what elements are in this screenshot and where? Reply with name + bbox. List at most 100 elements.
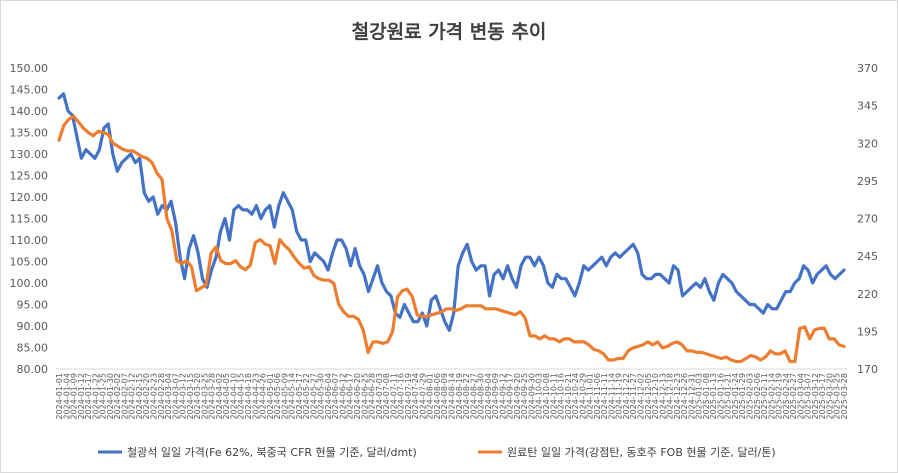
left-tick-label: 135.00 [10, 127, 49, 140]
right-tick-label: 220 [857, 288, 878, 301]
x-tick-label: 2025-01-08 [702, 373, 711, 420]
series-line-coking-coal [57, 114, 846, 364]
x-tick-label: 2024-02-28 [157, 373, 166, 420]
x-tick-label: 2024-08-22 [462, 373, 471, 420]
x-tick-label: 2024-07-29 [418, 373, 427, 420]
x-tick-label: 2024-01-12 [77, 373, 86, 420]
x-tick-label: 2024-03-20 [193, 373, 202, 420]
x-tick-label: 2024-06-12 [338, 373, 347, 420]
x-tick-label: 2024-12-10 [651, 373, 660, 420]
x-tick-label: 2024-12-18 [666, 373, 675, 420]
x-tick-label: 2024-01-09 [70, 373, 79, 420]
x-tick-label: 2024-08-06 [433, 373, 442, 420]
x-tick-label: 2024-10-16 [557, 373, 566, 420]
x-tick-label: 2024-12-02 [636, 373, 645, 420]
x-tick-label: 2025-03-04 [796, 373, 805, 420]
x-tick-label: 2024-11-19 [615, 373, 624, 420]
right-tick-label: 195 [857, 325, 878, 338]
chart-title: 철강원료 가격 변동 추이 [352, 21, 547, 43]
x-tick-label: 2024-11-06 [593, 373, 602, 420]
x-tick-label: 2024-03-07 [171, 373, 180, 420]
legend-label-coking-coal: 원료탄 일일 가격(강점탄, 동호주 FOB 현물 기준, 달러/톤) [507, 445, 776, 459]
right-tick-label: 170 [857, 363, 878, 376]
x-tick-label: 2024-01-04 [62, 373, 71, 420]
x-tick-label: 2024-07-16 [397, 373, 406, 420]
right-tick-label: 270 [857, 213, 878, 226]
x-tick-label: 2024-05-14 [288, 373, 297, 420]
x-tick-label: 2024-08-27 [469, 373, 478, 420]
x-tick-label: 2024-06-07 [331, 373, 340, 420]
x-tick-label: 2024-01-25 [99, 373, 108, 420]
x-tick-label: 2025-01-24 [731, 373, 740, 420]
left-tick-label: 150.00 [10, 62, 49, 75]
left-tick-label: 140.00 [10, 105, 49, 118]
x-tick-label: 2025-03-20 [825, 373, 834, 420]
x-tick-label: 2024-04-02 [215, 373, 224, 420]
x-tick-label: 2024-11-27 [629, 373, 638, 420]
x-tick-label: 2025-02-19 [775, 373, 784, 420]
x-tick-label: 2024-01-22 [91, 373, 100, 420]
x-tick-label: 2024-04-15 [237, 373, 246, 420]
x-axis-ticks: 2024-01-012024-01-042024-01-092024-01-12… [55, 373, 849, 420]
x-tick-label: 2024-12-23 [673, 373, 682, 420]
x-tick-label: 2024-08-30 [477, 373, 486, 420]
x-tick-label: 2024-12-13 [658, 373, 667, 420]
left-tick-label: 80.00 [17, 363, 49, 376]
left-tick-label: 125.00 [10, 170, 49, 183]
x-tick-label: 2025-01-16 [716, 373, 725, 420]
left-axis-ticks: 150.00 145.00 140.00 135.00 130.00 125.00 120.… [10, 62, 49, 376]
left-tick-label: 120.00 [10, 191, 49, 204]
x-tick-label: 2024-09-20 [513, 373, 522, 420]
x-tick-label: 2025-03-28 [840, 373, 849, 420]
x-tick-label: 2024-06-04 [324, 373, 333, 420]
x-tick-label: 2024-08-14 [448, 373, 457, 420]
x-tick-label: 2024-04-23 [251, 373, 260, 420]
x-tick-label: 2024-09-17 [506, 373, 515, 420]
x-tick-label: 2024-11-11 [600, 373, 609, 420]
x-tick-label: 2024-07-08 [382, 373, 391, 420]
x-tick-label: 2024-08-01 [426, 373, 435, 420]
x-tick-label: 2024-10-21 [564, 373, 573, 420]
x-tick-label: 2024-02-02 [113, 373, 122, 420]
x-tick-label: 2024-03-28 [208, 373, 217, 420]
x-tick-label: 2024-07-24 [411, 373, 420, 420]
x-tick-label: 2024-01-17 [84, 373, 93, 420]
left-tick-label: 105.00 [10, 256, 49, 269]
legend: 철광석 일일 가격(Fe 62%, 북중국 CFR 현물 기준, 달러/dmt)… [98, 445, 776, 459]
left-tick-label: 100.00 [10, 277, 49, 290]
x-tick-label: 2025-02-14 [767, 373, 776, 420]
x-tick-label: 2024-08-19 [455, 373, 464, 420]
series-layer [57, 92, 846, 364]
x-tick-label: 2024-02-07 [120, 373, 129, 420]
x-tick-label: 2025-02-11 [760, 373, 769, 420]
right-tick-label: 245 [857, 250, 878, 263]
x-tick-label: 2025-03-17 [818, 373, 827, 420]
x-tick-label: 2024-04-10 [229, 373, 238, 420]
x-tick-label: 2024-03-15 [186, 373, 195, 420]
x-tick-label: 2024-04-05 [222, 373, 231, 420]
x-tick-label: 2024-05-01 [266, 373, 275, 420]
x-tick-label: 2024-06-25 [360, 373, 369, 420]
x-tick-label: 2024-03-25 [200, 373, 209, 420]
x-tick-label: 2024-06-28 [368, 373, 377, 420]
right-tick-label: 295 [857, 175, 878, 188]
left-tick-label: 145.00 [10, 84, 49, 97]
x-tick-label: 2024-02-12 [128, 373, 137, 420]
x-tick-label: 2024-09-12 [498, 373, 507, 420]
x-tick-label: 2025-03-07 [804, 373, 813, 420]
x-tick-label: 2024-06-17 [346, 373, 355, 420]
x-tick-label: 2025-01-03 [695, 373, 704, 420]
x-tick-label: 2024-05-27 [309, 373, 318, 420]
right-tick-label: 345 [857, 100, 878, 113]
x-tick-label: 2024-01-01 [55, 373, 64, 420]
x-tick-label: 2024-05-06 [273, 373, 282, 420]
x-tick-label: 2024-08-09 [440, 373, 449, 420]
x-tick-label: 2024-11-22 [622, 373, 631, 420]
x-tick-label: 2024-03-12 [179, 373, 188, 420]
x-tick-label: 2024-01-30 [106, 373, 115, 420]
x-tick-label: 2024-12-05 [644, 373, 653, 420]
x-tick-label: 2024-10-11 [549, 373, 558, 420]
x-tick-label: 2024-09-04 [484, 373, 493, 420]
